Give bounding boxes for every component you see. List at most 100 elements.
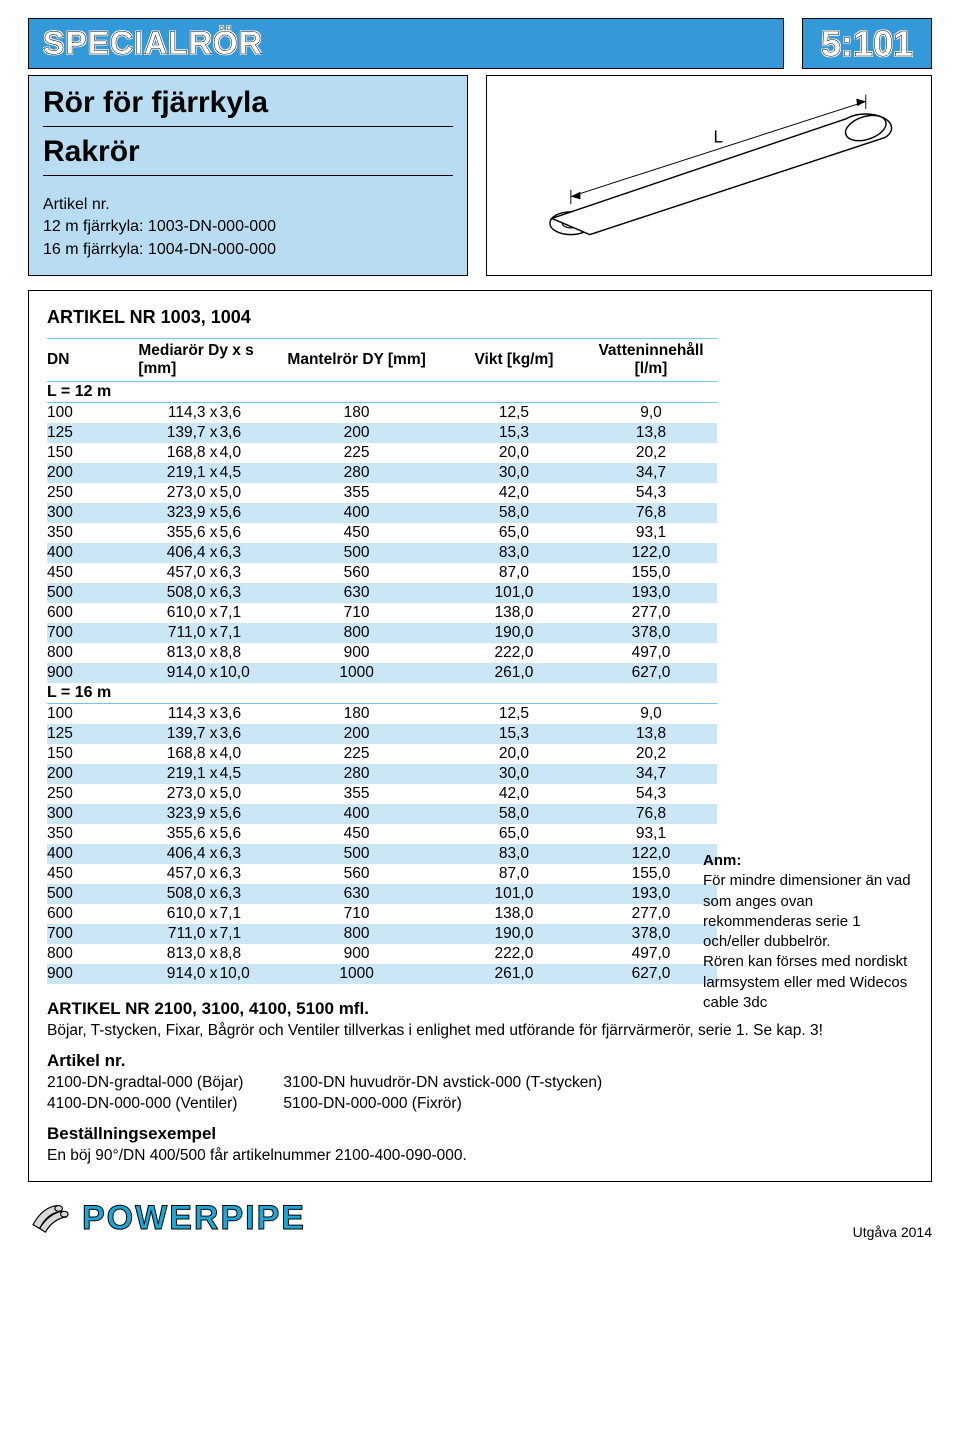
cell-s: 4,0 [220, 443, 271, 463]
cell-dy: 114,3 x [138, 403, 219, 424]
cell-dn: 250 [47, 483, 138, 503]
below-col2b: 5100-DN-000-000 (Fixrör) [283, 1094, 602, 1115]
cell-vatten: 20,2 [585, 744, 717, 764]
cell-dn: 800 [47, 944, 138, 964]
cell-s: 5,6 [220, 523, 271, 543]
cell-vatten: 20,2 [585, 443, 717, 463]
cell-vikt: 190,0 [443, 924, 585, 944]
cell-vikt: 30,0 [443, 764, 585, 784]
table-row: 150168,8 x4,022520,020,2 [47, 744, 717, 764]
cell-vatten: 277,0 [585, 904, 717, 924]
cell-vikt: 87,0 [443, 864, 585, 884]
below-h2: Artikel nr. [47, 1051, 125, 1070]
cell-s: 5,6 [220, 503, 271, 523]
col-mantelror: Mantelrör DY [mm] [270, 339, 443, 382]
cell-s: 5,6 [220, 804, 271, 824]
cell-dn: 600 [47, 904, 138, 924]
cell-dy: 508,0 x [138, 884, 219, 904]
cell-dn: 125 [47, 423, 138, 443]
below-l3: En böj 90°/DN 400/500 får artikelnummer … [47, 1146, 913, 1167]
cell-s: 5,6 [220, 824, 271, 844]
cell-dy: 139,7 x [138, 423, 219, 443]
cell-s: 3,6 [220, 423, 271, 443]
title-main: Rör för fjärrkyla [43, 86, 453, 127]
cell-vikt: 65,0 [443, 824, 585, 844]
logo-text: POWERPIPE [82, 1199, 306, 1238]
cell-mantel: 280 [270, 463, 443, 483]
table-row: 700711,0 x7,1800190,0378,0 [47, 924, 717, 944]
cell-vatten: 122,0 [585, 844, 717, 864]
cell-vikt: 87,0 [443, 563, 585, 583]
diagram-label-L: L [714, 127, 724, 146]
table-row: 450457,0 x6,356087,0155,0 [47, 864, 717, 884]
cell-vikt: 138,0 [443, 904, 585, 924]
note-box: Anm: För mindre dimensioner än vad som a… [703, 851, 913, 1013]
cell-vikt: 42,0 [443, 483, 585, 503]
below-col1a: 2100-DN-gradtal-000 (Böjar) [47, 1073, 243, 1094]
cell-dy: 914,0 x [138, 964, 219, 984]
below-col1b: 4100-DN-000-000 (Ventiler) [47, 1094, 243, 1115]
cell-dy: 323,9 x [138, 804, 219, 824]
cell-dn: 900 [47, 964, 138, 984]
cell-s: 7,1 [220, 603, 271, 623]
cell-vatten: 277,0 [585, 603, 717, 623]
cell-s: 6,3 [220, 543, 271, 563]
cell-dn: 350 [47, 523, 138, 543]
table-row: 800813,0 x8,8900222,0497,0 [47, 643, 717, 663]
cell-mantel: 200 [270, 724, 443, 744]
cell-dy: 273,0 x [138, 483, 219, 503]
table-row: 600610,0 x7,1710138,0277,0 [47, 904, 717, 924]
cell-dy: 457,0 x [138, 563, 219, 583]
logo: POWERPIPE [28, 1198, 306, 1240]
cell-vikt: 20,0 [443, 744, 585, 764]
cell-vikt: 190,0 [443, 623, 585, 643]
cell-mantel: 800 [270, 924, 443, 944]
cell-mantel: 1000 [270, 663, 443, 683]
table-row: 600610,0 x7,1710138,0277,0 [47, 603, 717, 623]
cell-s: 4,5 [220, 764, 271, 784]
cell-mantel: 400 [270, 503, 443, 523]
cell-dy: 355,6 x [138, 824, 219, 844]
section-16m-label: L = 16 m [47, 683, 717, 704]
cell-dy: 610,0 x [138, 603, 219, 623]
cell-s: 8,8 [220, 643, 271, 663]
title-panel: Rör för fjärrkyla Rakrör Artikel nr. 12 … [28, 75, 468, 276]
cell-vikt: 42,0 [443, 784, 585, 804]
cell-dy: 406,4 x [138, 844, 219, 864]
cell-vatten: 13,8 [585, 724, 717, 744]
cell-s: 6,3 [220, 583, 271, 603]
table-row: 900914,0 x10,01000261,0627,0 [47, 964, 717, 984]
cell-dy: 114,3 x [138, 704, 219, 725]
pipe-icon [28, 1198, 76, 1240]
cell-mantel: 500 [270, 543, 443, 563]
cell-mantel: 560 [270, 563, 443, 583]
cell-dy: 273,0 x [138, 784, 219, 804]
cell-mantel: 710 [270, 904, 443, 924]
cell-s: 7,1 [220, 904, 271, 924]
cell-s: 7,1 [220, 924, 271, 944]
cell-vatten: 378,0 [585, 623, 717, 643]
below-h3: Beställningsexempel [47, 1124, 216, 1143]
cell-vikt: 222,0 [443, 944, 585, 964]
table-title: ARTIKEL NR 1003, 1004 [47, 307, 913, 328]
cell-dn: 250 [47, 784, 138, 804]
cell-vikt: 12,5 [443, 403, 585, 424]
cell-s: 6,3 [220, 844, 271, 864]
table-row: 125139,7 x3,620015,313,8 [47, 724, 717, 744]
cell-vikt: 83,0 [443, 844, 585, 864]
cell-mantel: 180 [270, 704, 443, 725]
cell-dn: 900 [47, 663, 138, 683]
cell-s: 6,3 [220, 884, 271, 904]
cell-vatten: 9,0 [585, 403, 717, 424]
below-l1: Böjar, T-stycken, Fixar, Bågrör och Vent… [47, 1021, 913, 1042]
col-mediaror: Mediarör Dy x s [mm] [138, 339, 270, 382]
cell-mantel: 355 [270, 784, 443, 804]
cell-mantel: 355 [270, 483, 443, 503]
table-row: 400406,4 x6,350083,0122,0 [47, 844, 717, 864]
cell-vatten: 34,7 [585, 463, 717, 483]
cell-vikt: 101,0 [443, 583, 585, 603]
cell-mantel: 1000 [270, 964, 443, 984]
table-row: 200219,1 x4,528030,034,7 [47, 463, 717, 483]
cell-vatten: 193,0 [585, 884, 717, 904]
cell-vikt: 65,0 [443, 523, 585, 543]
